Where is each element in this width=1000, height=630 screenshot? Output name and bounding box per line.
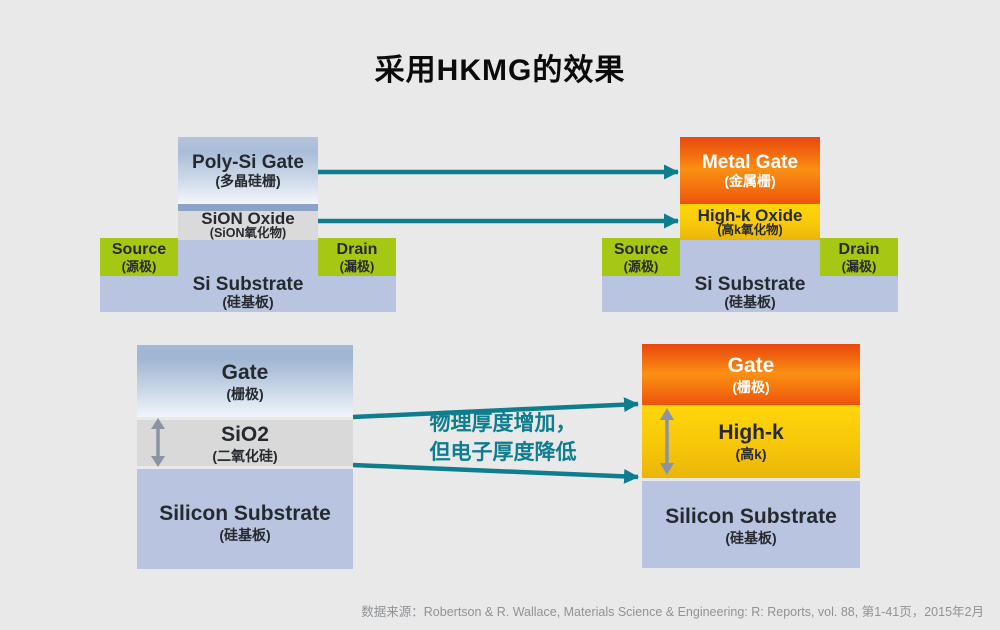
layer-label: High-k xyxy=(718,421,784,444)
layer-sublabel: (源极) xyxy=(121,258,157,274)
layer-label: Si Substrate xyxy=(192,274,304,295)
layer-label: Gate xyxy=(727,354,775,377)
metal-gate-layer: Metal Gate (金属栅) xyxy=(680,137,820,204)
drain-region: Drain (漏极) xyxy=(820,238,898,276)
sio2-layer: SiO2 (二氧化硅) xyxy=(137,420,353,466)
page-title: 采用HKMG的效果 xyxy=(374,54,626,87)
layer-sublabel: (硅基板) xyxy=(222,294,274,310)
layer-label: Drain xyxy=(336,240,378,258)
silicon-substrate-layer: Silicon Substrate (硅基板) xyxy=(137,469,353,569)
layer-sublabel: (栅极) xyxy=(732,379,770,395)
layer-sublabel: (漏极) xyxy=(339,258,375,274)
layer-label: Drain xyxy=(838,240,880,258)
layer-label: High-k Oxide xyxy=(697,205,803,225)
layer-label: Source xyxy=(111,240,167,258)
gate-oxide-interface-strip xyxy=(178,204,318,211)
source-note: 数据来源：Robertson & R. Wallace, Materials S… xyxy=(361,605,984,619)
layer-label: Source xyxy=(613,240,669,258)
layer-sublabel: (金属栅) xyxy=(724,172,776,189)
layer-sublabel: (漏极) xyxy=(841,258,877,274)
source-region: Source (源极) xyxy=(100,238,178,276)
layer-label: Gate xyxy=(221,360,269,384)
sion-oxide-layer: SiON Oxide (SiON氧化物) xyxy=(178,209,318,240)
layer-label: Metal Gate xyxy=(701,151,799,173)
layer-label: Si Substrate xyxy=(694,274,806,295)
layer-sublabel: (硅基板) xyxy=(725,530,777,546)
layer-label: Silicon Substrate xyxy=(159,501,331,525)
layer-sublabel: (二氧化硅) xyxy=(212,447,278,464)
high-k-oxide-layer: High-k Oxide (高k氧化物) xyxy=(680,204,820,240)
layer-label: Poly-Si Gate xyxy=(192,151,304,173)
annotation-line1: 物理厚度增加， xyxy=(429,412,577,435)
layer-sublabel: (硅基板) xyxy=(219,526,271,543)
layer-sublabel: (高k) xyxy=(735,446,767,462)
layer-label: Silicon Substrate xyxy=(665,505,837,528)
layer-sublabel: (硅基板) xyxy=(724,294,776,310)
high-k-layer: High-k (高k) xyxy=(642,405,860,478)
layer-label: SiO2 xyxy=(221,422,269,446)
source-region: Source (源极) xyxy=(602,238,680,276)
annotation-line2: 但电子厚度降低 xyxy=(429,441,577,464)
thickness-annotation: 物理厚度增加， 但电子厚度降低 xyxy=(368,409,638,467)
layer-sublabel: (多晶硅栅) xyxy=(215,172,281,189)
layer-sublabel: (高k氧化物) xyxy=(717,222,783,237)
layer-sublabel: (SiON氧化物) xyxy=(209,226,287,240)
layer-sublabel: (栅极) xyxy=(226,385,264,402)
layer-sublabel: (源极) xyxy=(623,258,659,274)
drain-region: Drain (漏极) xyxy=(318,238,396,276)
gate-layer: Gate (栅极) xyxy=(642,344,860,405)
poly-si-gate-layer: Poly-Si Gate (多晶硅栅) xyxy=(178,137,318,204)
layer-label: SiON Oxide xyxy=(201,209,295,228)
silicon-substrate-layer: Silicon Substrate (硅基板) xyxy=(642,481,860,568)
gate-layer: Gate (栅极) xyxy=(137,345,353,417)
